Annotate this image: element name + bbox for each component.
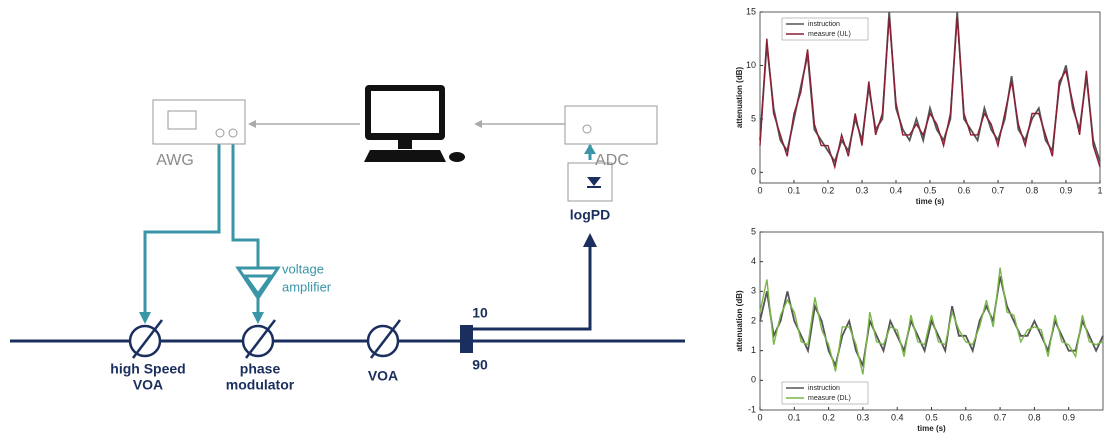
label: voltage	[282, 261, 324, 276]
keyboard	[364, 150, 446, 162]
label: amplifier	[282, 279, 332, 294]
x-tick-label: 0.8	[1028, 412, 1041, 422]
stand	[398, 140, 412, 149]
y-axis-label: attenuation (dB)	[735, 67, 744, 129]
arrow	[583, 233, 597, 247]
awg-screen	[167, 110, 197, 130]
diode	[587, 177, 601, 186]
x-tick-label: 0.3	[857, 412, 870, 422]
chart: 0 0.1 0.2 0.3 0.4 0.5 0.6 0.7 0.8 0.9-1012345time…	[735, 226, 1104, 433]
x-tick-label: 0.7	[994, 412, 1007, 422]
label: logPD	[570, 207, 610, 223]
x-tick-label: 0.9	[1060, 185, 1073, 195]
y-tick-label: 1	[751, 345, 756, 355]
x-tick-label: 0.4	[890, 185, 903, 195]
x-tick-label: 0.2	[822, 412, 835, 422]
y-tick-label: 4	[751, 256, 756, 266]
x-tick-label: 0.1	[788, 412, 801, 422]
coupler	[460, 325, 473, 353]
x-tick-label: 0.4	[891, 412, 904, 422]
port	[215, 128, 225, 138]
mouse	[449, 152, 465, 162]
legend-label: instruction	[808, 385, 840, 392]
x-tick-label: 0.2	[822, 185, 835, 195]
y-tick-label: 5	[751, 113, 756, 123]
modulators	[128, 319, 401, 359]
x-tick-label: 0.6	[958, 185, 971, 195]
x-tick-label: 0.3	[856, 185, 869, 195]
arrow	[584, 144, 596, 154]
x-tick-label: 0.6	[960, 412, 973, 422]
x-tick-label: 0	[757, 185, 762, 195]
plot-area	[759, 11, 1101, 184]
y-axis-label: attenuation (dB)	[735, 290, 744, 352]
label: AWG	[156, 152, 194, 169]
slash	[370, 319, 401, 359]
x-tick-label: 0	[757, 412, 762, 422]
fiber-branch	[468, 245, 592, 331]
y-tick-label: 2	[751, 315, 756, 325]
x-tick-label: 0.1	[788, 185, 801, 195]
arrow	[474, 120, 482, 128]
x-axis-label: time (s)	[917, 424, 946, 433]
label: ADC	[595, 152, 629, 169]
monitor-screen	[371, 91, 439, 133]
x-tick-label: 0.9	[1062, 412, 1075, 422]
y-tick-label: 5	[751, 226, 756, 236]
series-line	[759, 267, 1104, 375]
y-tick-label: 10	[746, 60, 756, 70]
slash	[132, 319, 163, 359]
chart: 0 0.1 0.2 0.3 0.4 0.5 0.6 0.7 0.8 0.9 1051015time …	[735, 6, 1102, 206]
arrow	[139, 312, 151, 324]
legend-label: measure (DL)	[808, 395, 851, 402]
rf-line	[143, 140, 221, 312]
adc-box	[564, 105, 658, 145]
x-tick-label: 0.5	[925, 412, 938, 422]
x-tick-label: 0.8	[1026, 185, 1039, 195]
label: modulator	[226, 377, 295, 393]
label: 90	[472, 357, 488, 373]
amplifier	[235, 266, 281, 301]
legend-label: measure (UL)	[808, 31, 851, 38]
x-axis-label: time (s)	[916, 197, 945, 206]
label: high Speed	[110, 361, 185, 377]
x-tick-label: 1	[1097, 185, 1102, 195]
port	[582, 124, 592, 134]
arrow	[248, 120, 256, 128]
y-tick-label: 0	[751, 375, 756, 385]
y-tick-label: 15	[746, 6, 756, 16]
rf-lines	[143, 140, 281, 312]
series-line	[759, 17, 1101, 170]
arrow	[252, 312, 264, 324]
slash	[245, 319, 276, 359]
amplifier-inner	[242, 274, 274, 297]
label: VOA	[368, 368, 398, 384]
port	[228, 128, 238, 138]
y-tick-label: 0	[751, 167, 756, 177]
y-tick-label: 3	[751, 286, 756, 296]
x-tick-label: 0.7	[992, 185, 1005, 195]
label: 10	[472, 305, 488, 321]
awg-box	[152, 99, 246, 145]
logpd-box	[567, 162, 613, 202]
diagram: AWG ADC logPD voltage amplifier high Spe…	[10, 85, 685, 393]
rf-line	[231, 140, 260, 268]
label: phase	[240, 361, 281, 377]
label: VOA	[133, 377, 163, 393]
x-tick-label: 0.5	[924, 185, 937, 195]
legend-label: instruction	[808, 21, 840, 28]
y-tick-label: -1	[748, 404, 756, 414]
